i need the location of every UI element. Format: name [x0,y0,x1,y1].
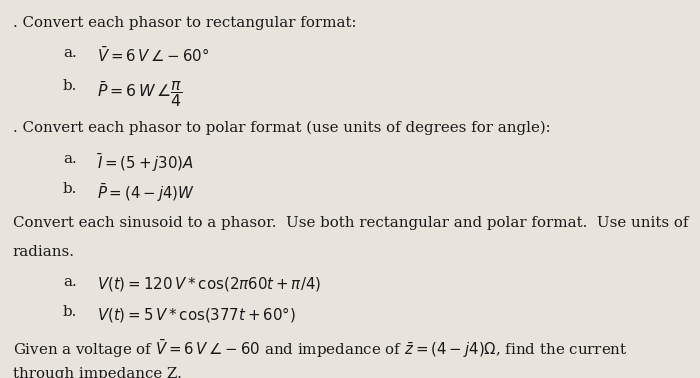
Text: a.: a. [63,46,77,60]
Text: . Convert each phasor to rectangular format:: . Convert each phasor to rectangular for… [13,16,356,30]
Text: $\bar{P} = 6\,W\,\angle\dfrac{\pi}{4}$: $\bar{P} = 6\,W\,\angle\dfrac{\pi}{4}$ [97,79,182,109]
Text: through impedance Z.: through impedance Z. [13,367,181,378]
Text: $\bar{I} = (5 + j30)A$: $\bar{I} = (5 + j30)A$ [97,152,194,174]
Text: b.: b. [63,182,78,196]
Text: radians.: radians. [13,245,75,259]
Text: b.: b. [63,79,78,93]
Text: $\bar{V} = 6\,V\,\angle -60°$: $\bar{V} = 6\,V\,\angle -60°$ [97,46,209,65]
Text: $V(t) = 120\,V * \cos(2\pi 60t + \pi/4)$: $V(t) = 120\,V * \cos(2\pi 60t + \pi/4)$ [97,275,321,293]
Text: a.: a. [63,275,77,289]
Text: Convert each sinusoid to a phasor.  Use both rectangular and polar format.  Use : Convert each sinusoid to a phasor. Use b… [13,216,688,230]
Text: b.: b. [63,305,78,319]
Text: $V(t) = 5\,V * \cos(377t + 60°)$: $V(t) = 5\,V * \cos(377t + 60°)$ [97,305,295,324]
Text: $\bar{P} = (4 - j4)W$: $\bar{P} = (4 - j4)W$ [97,182,195,204]
Text: Given a voltage of $\bar{V} = 6\,V\,\angle -60$ and impedance of $\bar{z} = (4 -: Given a voltage of $\bar{V} = 6\,V\,\ang… [13,338,627,360]
Text: a.: a. [63,152,77,166]
Text: . Convert each phasor to polar format (use units of degrees for angle):: . Convert each phasor to polar format (u… [13,121,550,135]
